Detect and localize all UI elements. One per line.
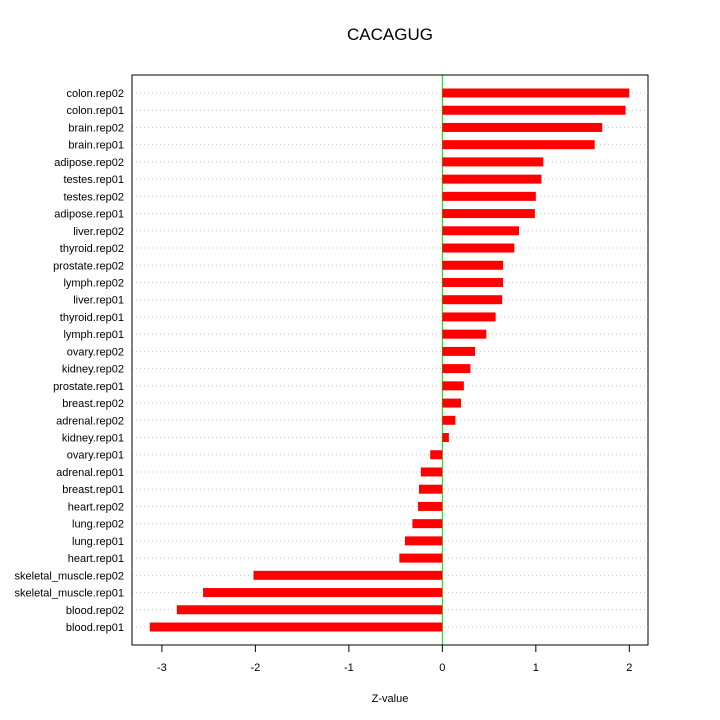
bar-brain.rep01 [442,140,595,150]
bar-thyroid.rep01 [442,312,496,322]
bar-blood.rep01 [149,622,443,632]
x-tick-label: -3 [157,662,167,674]
x-tick-label: -2 [251,662,261,674]
bar-prostate.rep01 [442,381,464,391]
x-tick-label: 0 [439,662,445,674]
bar-blood.rep02 [176,605,443,615]
bar-heart.rep02 [418,501,443,511]
category-label: kidney.rep01 [62,433,124,445]
category-label: liver.rep02 [73,226,124,238]
grid-lines [132,92,648,628]
category-label: heart.rep02 [68,501,124,513]
category-label: ovary.rep02 [67,346,124,358]
bar-liver.rep01 [442,295,503,305]
category-labels: colon.rep02 colon.rep01 brain.rep02 brain.r… [15,88,124,634]
category-label: testes.rep02 [63,191,124,203]
category-label: kidney.rep02 [62,364,124,376]
category-label: colon.rep02 [67,88,125,100]
category-label: lymph.rep01 [63,329,124,341]
bar-ovary.rep01 [430,450,443,460]
category-label: adipose.rep02 [54,157,124,169]
bar-adipose.rep02 [442,157,544,167]
category-label: adrenal.rep02 [56,415,124,427]
category-label: prostate.rep01 [53,381,124,393]
bar-testes.rep02 [442,191,536,201]
bar-breast.rep02 [442,398,462,408]
category-label: adrenal.rep01 [56,467,124,479]
category-label: prostate.rep02 [53,260,124,272]
bar-lung.rep01 [404,536,443,546]
category-label: blood.rep01 [66,622,124,634]
x-axis-label: Z-value [372,693,409,705]
bar-thyroid.rep02 [442,243,515,253]
plot-frame [131,74,649,646]
bar-testes.rep01 [442,174,542,184]
bar-heart.rep01 [399,553,443,563]
category-label: lung.rep01 [72,536,124,548]
bar-colon.rep02 [442,88,630,98]
category-label: skeletal_muscle.rep02 [15,570,124,582]
bar-adipose.rep01 [442,209,535,219]
category-label: lung.rep02 [72,519,124,531]
bar-lymph.rep01 [442,329,487,339]
bar-kidney.rep01 [442,433,449,443]
bar-kidney.rep02 [442,364,471,374]
x-tick-label: 1 [533,662,539,674]
bar-liver.rep02 [442,226,519,236]
category-label: thyroid.rep01 [60,312,124,324]
category-label: ovary.rep01 [67,450,124,462]
bar-adrenal.rep01 [420,467,443,477]
bar-skeletal_muscle.rep01 [203,588,443,598]
x-tick-label: 2 [626,662,632,674]
category-label: adipose.rep01 [54,209,124,221]
category-label: liver.rep01 [73,295,124,307]
category-label: thyroid.rep02 [60,243,124,255]
bar-brain.rep02 [442,122,603,132]
category-label: testes.rep01 [63,174,124,186]
bar-lung.rep02 [412,519,443,529]
category-label: breast.rep01 [62,484,124,496]
chart-title: CACAGUG [347,25,433,44]
bars [149,88,630,632]
bar-colon.rep01 [442,105,626,115]
bar-skeletal_muscle.rep02 [253,570,443,580]
bar-adrenal.rep02 [442,415,456,425]
bar-lymph.rep02 [442,277,504,287]
category-label: brain.rep02 [68,122,124,134]
category-label: brain.rep01 [68,140,124,152]
category-label: blood.rep02 [66,605,124,617]
category-label: heart.rep01 [68,553,124,565]
x-tick-label: -1 [344,662,354,674]
category-label: lymph.rep02 [63,277,124,289]
bar-ovary.rep02 [442,346,476,356]
bar-prostate.rep02 [442,260,504,270]
category-label: colon.rep01 [67,105,125,117]
bar-breast.rep01 [418,484,443,494]
x-axis: -3 -2 -1 0 1 2 [157,645,632,674]
category-label: skeletal_muscle.rep01 [15,588,124,600]
category-label: breast.rep02 [62,398,124,410]
